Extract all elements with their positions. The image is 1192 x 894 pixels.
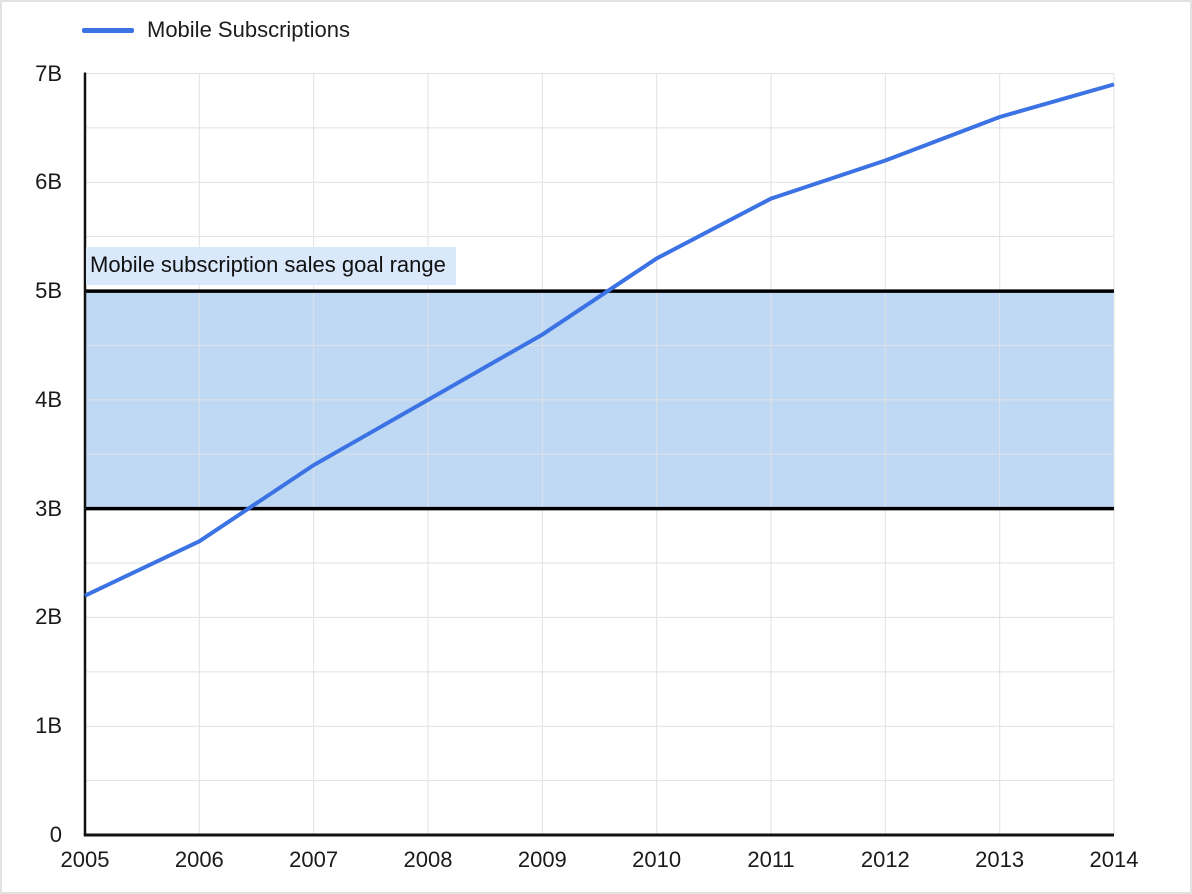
goal-band-label: Mobile subscription sales goal range — [86, 247, 456, 285]
y-axis-label: 4B — [35, 386, 62, 412]
x-axis-label: 2006 — [174, 847, 224, 872]
legend-label: Mobile Subscriptions — [147, 17, 350, 42]
y-axis-label: 5B — [35, 278, 62, 304]
series-line-mobile-subscriptions — [84, 82, 1115, 598]
x-axis-label: 2008 — [403, 847, 453, 872]
y-axis-label: 3B — [35, 495, 62, 521]
x-axis-label: 2007 — [289, 847, 339, 872]
y-axis-label: 2B — [35, 604, 62, 630]
y-axis-label: 0 — [49, 822, 62, 847]
x-axis-label: 2009 — [517, 847, 567, 872]
y-axis-label: 6B — [35, 169, 62, 195]
y-axis-label: 1B — [35, 713, 62, 739]
x-axis-label: 2013 — [975, 847, 1025, 872]
x-axis-label: 2010 — [632, 847, 682, 872]
y-axis-label: 7B — [35, 60, 62, 86]
legend: Mobile Subscriptions — [82, 17, 350, 43]
legend-line-swatch — [82, 27, 134, 33]
x-axis-label: 2012 — [860, 847, 910, 872]
x-axis-label: 2014 — [1089, 847, 1139, 872]
x-axis-label: 2011 — [747, 847, 795, 872]
x-axis-label: 2005 — [60, 847, 110, 872]
